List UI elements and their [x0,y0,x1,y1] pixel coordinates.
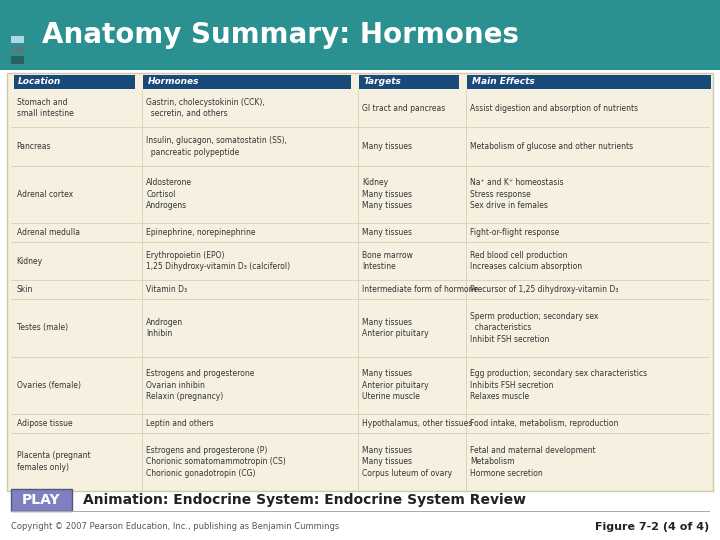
Text: Figure 7-2 (4 of 4): Figure 7-2 (4 of 4) [595,522,709,531]
Text: Adrenal cortex: Adrenal cortex [17,190,73,199]
Text: Gastrin, cholecystokinin (CCK),
  secretin, and others: Gastrin, cholecystokinin (CCK), secretin… [146,98,265,118]
Bar [11,489,72,511]
Text: Estrogens and progesterone
Ovarian inhibin
Relaxin (pregnancy): Estrogens and progesterone Ovarian inhib… [146,369,255,401]
Text: Leptin and others: Leptin and others [146,419,214,428]
Bar [7,73,713,491]
Text: Epinephrine, norepinephrine: Epinephrine, norepinephrine [146,228,256,237]
Text: Anatomy Summary: Hormones: Anatomy Summary: Hormones [42,21,518,49]
Text: Insulin, glucagon, somatostatin (SS),
  pancreatic polypeptide: Insulin, glucagon, somatostatin (SS), pa… [146,136,287,157]
Bar [359,75,459,89]
Text: GI tract and pancreas: GI tract and pancreas [362,104,446,113]
Bar [0,0,720,70]
Text: Skin: Skin [17,285,33,294]
Text: Ovaries (female): Ovaries (female) [17,381,81,390]
Text: Main Effects: Main Effects [472,77,534,86]
Text: Metabolism of glucose and other nutrients: Metabolism of glucose and other nutrient… [470,142,634,151]
Text: Pancreas: Pancreas [17,142,51,151]
Text: PLAY: PLAY [22,493,60,507]
Text: Stomach and
small intestine: Stomach and small intestine [17,98,73,118]
Text: Precursor of 1,25 dihydroxy-vitamin D₃: Precursor of 1,25 dihydroxy-vitamin D₃ [470,285,618,294]
Text: Intermediate form of hormone: Intermediate form of hormone [362,285,478,294]
Text: Food intake, metabolism, reproduction: Food intake, metabolism, reproduction [470,419,618,428]
Bar [467,75,711,89]
Text: Fetal and maternal development
Metabolism
Hormone secretion: Fetal and maternal development Metabolis… [470,446,595,477]
Text: Many tissues
Anterior pituitary
Uterine muscle: Many tissues Anterior pituitary Uterine … [362,369,429,401]
Text: Na⁺ and K⁺ homeostasis
Stress response
Sex drive in females: Na⁺ and K⁺ homeostasis Stress response S… [470,178,564,210]
Text: Erythropoietin (EPO)
1,25 Dihydroxy-vitamin D₃ (calciferol): Erythropoietin (EPO) 1,25 Dihydroxy-vita… [146,251,290,271]
Text: Aldosterone
Cortisol
Androgens: Aldosterone Cortisol Androgens [146,178,192,210]
Text: Adrenal medulla: Adrenal medulla [17,228,79,237]
Text: Hormones: Hormones [148,77,199,86]
Bar [143,75,351,89]
Text: Many tissues: Many tissues [362,228,412,237]
Text: Kidney
Many tissues
Many tissues: Kidney Many tissues Many tissues [362,178,412,210]
Text: Vitamin D₃: Vitamin D₃ [146,285,187,294]
Text: Many tissues
Anterior pituitary: Many tissues Anterior pituitary [362,318,429,338]
Bar [11,46,24,53]
Bar [11,36,24,43]
Text: Location: Location [18,77,61,86]
Text: Copyright © 2007 Pearson Education, Inc., publishing as Benjamin Cummings: Copyright © 2007 Pearson Education, Inc.… [11,522,339,531]
Text: Animation: Endocrine System: Endocrine System Review: Animation: Endocrine System: Endocrine S… [83,493,526,507]
Text: Hypothalamus, other tissues: Hypothalamus, other tissues [362,419,472,428]
Text: Bone marrow
Intestine: Bone marrow Intestine [362,251,413,271]
Text: Egg production; secondary sex characteristics
Inhibits FSH secretion
Relaxes mus: Egg production; secondary sex characteri… [470,369,647,401]
Text: Assist digestion and absorption of nutrients: Assist digestion and absorption of nutri… [470,104,639,113]
Text: Targets: Targets [364,77,402,86]
Text: Sperm production; secondary sex
  characteristics
Inhibit FSH secretion: Sperm production; secondary sex characte… [470,312,598,344]
Text: Estrogens and progesterone (P)
Chorionic somatomammotropin (CS)
Chorionic gonado: Estrogens and progesterone (P) Chorionic… [146,446,286,477]
Text: Adipose tissue: Adipose tissue [17,419,72,428]
Text: Many tissues
Many tissues
Corpus luteum of ovary: Many tissues Many tissues Corpus luteum … [362,446,452,477]
Text: Androgen
Inhibin: Androgen Inhibin [146,318,184,338]
Text: Kidney: Kidney [17,256,42,266]
Text: Placenta (pregnant
females only): Placenta (pregnant females only) [17,451,90,472]
Bar [11,56,24,64]
Text: Fight-or-flight response: Fight-or-flight response [470,228,559,237]
Bar [14,75,135,89]
Text: Many tissues: Many tissues [362,142,412,151]
Text: Red blood cell production
Increases calcium absorption: Red blood cell production Increases calc… [470,251,582,271]
Text: Testes (male): Testes (male) [17,323,68,333]
